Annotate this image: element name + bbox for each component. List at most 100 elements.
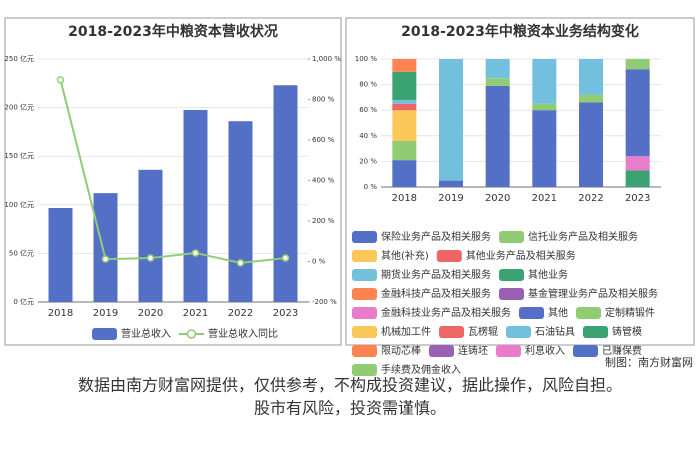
x-tick-label: 2023 xyxy=(625,193,650,204)
credit: 制图：南方财富网 xyxy=(605,355,693,369)
bar xyxy=(392,110,417,141)
y2-tick-label: 0 % xyxy=(312,258,326,266)
legend-label: 营业总收入 xyxy=(121,327,171,340)
legend-icon xyxy=(429,345,454,357)
legend-label: 限动芯棒 xyxy=(381,344,421,357)
legend-icon xyxy=(352,250,377,262)
line-point xyxy=(56,76,65,84)
bar xyxy=(273,85,298,302)
y-tick-label: 0 % xyxy=(364,183,378,191)
legend-label: 已赚保费 xyxy=(602,344,642,357)
bar xyxy=(625,156,650,171)
legend-icon xyxy=(496,345,521,357)
bar xyxy=(485,59,510,79)
y-tick-label: 0 亿元 xyxy=(13,297,34,306)
line-point xyxy=(191,249,200,257)
x-tick-label: 2018 xyxy=(48,308,73,319)
y2-tick-label: -200 % xyxy=(312,298,337,306)
bar xyxy=(439,180,463,187)
bar xyxy=(485,85,510,187)
y-tick-label: 80 % xyxy=(359,81,377,89)
bar xyxy=(48,208,73,302)
legend-label: 其他业务产品及相关服务 xyxy=(466,249,576,262)
legend-icon xyxy=(499,269,524,281)
y-tick-label: 200 亿元 xyxy=(4,103,34,112)
legend-label: 瓦楞辊 xyxy=(468,325,498,338)
legend-icon xyxy=(186,329,197,339)
legend-icon xyxy=(352,269,377,281)
legend-icon xyxy=(439,326,464,338)
legend-label: 手续费及佣金收入 xyxy=(381,363,461,376)
y-tick-label: 50 亿元 xyxy=(9,248,34,257)
legend-icon xyxy=(519,307,544,319)
bar xyxy=(392,103,417,111)
bar xyxy=(138,169,163,302)
legend-label: 定制精锻件 xyxy=(605,306,655,319)
legend-label: 信托业务产品及相关服务 xyxy=(528,230,638,243)
y2-tick-label: 200 % xyxy=(312,217,335,225)
y-tick-label: 100 % xyxy=(355,55,378,63)
y-tick-label: 40 % xyxy=(359,132,377,140)
bar xyxy=(485,78,510,86)
legend-label: 连铸坯 xyxy=(458,344,488,357)
bar xyxy=(579,102,603,187)
bar xyxy=(579,59,603,95)
x-tick-label: 2021 xyxy=(183,308,208,319)
legend-label: 基金管理业务产品及相关服务 xyxy=(528,287,658,300)
legend-icon xyxy=(436,250,462,262)
x-tick-label: 2023 xyxy=(273,308,298,319)
x-tick-label: 2022 xyxy=(578,193,603,204)
legend-label: 金融科技业务产品及相关服务 xyxy=(381,306,511,319)
bar xyxy=(392,71,417,100)
legend-icon xyxy=(576,307,601,319)
x-tick-label: 2020 xyxy=(485,193,510,204)
bar xyxy=(625,69,650,157)
y2-tick-label: 600 % xyxy=(312,136,335,144)
legend-icon xyxy=(583,326,608,338)
bar xyxy=(228,121,253,302)
bar xyxy=(392,99,417,104)
x-tick-label: 2021 xyxy=(532,193,557,204)
bar xyxy=(392,160,417,187)
legend-label: 机械加工件 xyxy=(381,325,431,338)
y2-tick-label: 1,000 % xyxy=(312,55,341,63)
y-tick-label: 150 亿元 xyxy=(4,151,34,160)
chart-title: 2018-2023年中粮资本营收状况 xyxy=(68,23,278,40)
x-tick-label: 2022 xyxy=(228,308,253,319)
bar xyxy=(183,110,208,302)
legend-label: 营业总收入同比 xyxy=(208,327,278,340)
bar xyxy=(579,94,603,103)
bar xyxy=(625,59,650,70)
legend-icon xyxy=(92,328,117,340)
legend-icon xyxy=(352,307,377,319)
legend-icon xyxy=(499,288,524,300)
legend-icon xyxy=(352,288,377,300)
y-tick-label: 250 亿元 xyxy=(4,54,34,63)
legend-icon xyxy=(499,231,524,243)
line-point xyxy=(146,254,155,262)
x-tick-label: 2020 xyxy=(138,308,163,319)
y2-tick-label: 400 % xyxy=(312,177,335,185)
legend-label: 期货业务产品及相关服务 xyxy=(381,268,491,281)
legend-icon xyxy=(352,364,377,376)
line-point xyxy=(236,259,245,267)
chart-title: 2018-2023年中粮资本业务结构变化 xyxy=(401,23,639,40)
y-tick-label: 60 % xyxy=(359,106,377,114)
legend-label: 铸管模 xyxy=(612,325,642,338)
disclaimer: 股市有风险，投资需谨慎。 xyxy=(254,399,446,418)
line-point xyxy=(101,255,110,263)
legend-label: 其他(补充) xyxy=(381,249,429,262)
legend-icon xyxy=(573,345,598,357)
legend-icon xyxy=(352,345,377,357)
y-tick-label: 20 % xyxy=(359,157,377,165)
legend-icon xyxy=(352,326,377,338)
bar xyxy=(392,59,417,72)
disclaimer: 数据由南方财富网提供，仅供参考，不构成投资建议，据此操作，风险自担。 xyxy=(78,376,622,395)
x-tick-label: 2019 xyxy=(93,308,118,319)
legend-icon xyxy=(352,231,377,243)
y-tick-label: 100 亿元 xyxy=(4,200,34,209)
bar xyxy=(532,110,557,187)
y2-tick-label: 800 % xyxy=(312,96,335,104)
legend-label: 金融科技产品及相关服务 xyxy=(381,287,491,300)
